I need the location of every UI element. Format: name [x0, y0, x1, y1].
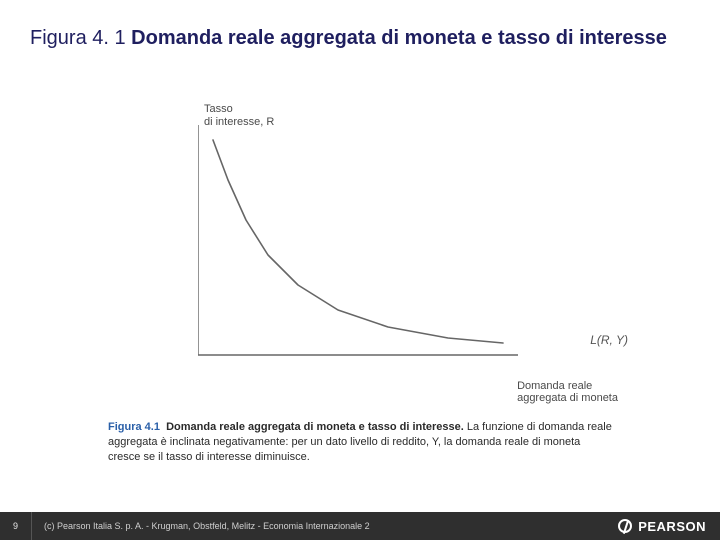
chart-svg	[198, 125, 538, 375]
chart: Tasso di interesse, R L(R, Y) Domanda re…	[158, 105, 588, 375]
caption-title: Domanda reale aggregata di moneta e tass…	[166, 421, 464, 433]
title-main: Domanda reale aggregata di moneta e tass…	[131, 27, 667, 49]
footer: 9 (c) Pearson Italia S. p. A. - Krugman,…	[0, 512, 720, 540]
curve-label: L(R, Y)	[590, 333, 628, 347]
figure-caption: Figura 4.1 Domanda reale aggregata di mo…	[108, 420, 613, 465]
figure-area: Tasso di interesse, R L(R, Y) Domanda re…	[118, 105, 598, 470]
x-axis-label: Domanda reale aggregata di moneta	[517, 380, 618, 405]
page-number: 9	[0, 512, 32, 540]
brand-text: PEARSON	[638, 519, 706, 534]
title-prefix: Figura 4. 1	[30, 27, 131, 49]
footer-copyright: (c) Pearson Italia S. p. A. - Krugman, O…	[32, 521, 618, 531]
caption-head: Figura 4.1	[108, 421, 160, 433]
globe-icon	[618, 519, 632, 533]
pearson-logo: PEARSON	[618, 519, 720, 534]
slide-title: Figura 4. 1 Domanda reale aggregata di m…	[0, 0, 720, 61]
demand-curve	[213, 140, 503, 343]
